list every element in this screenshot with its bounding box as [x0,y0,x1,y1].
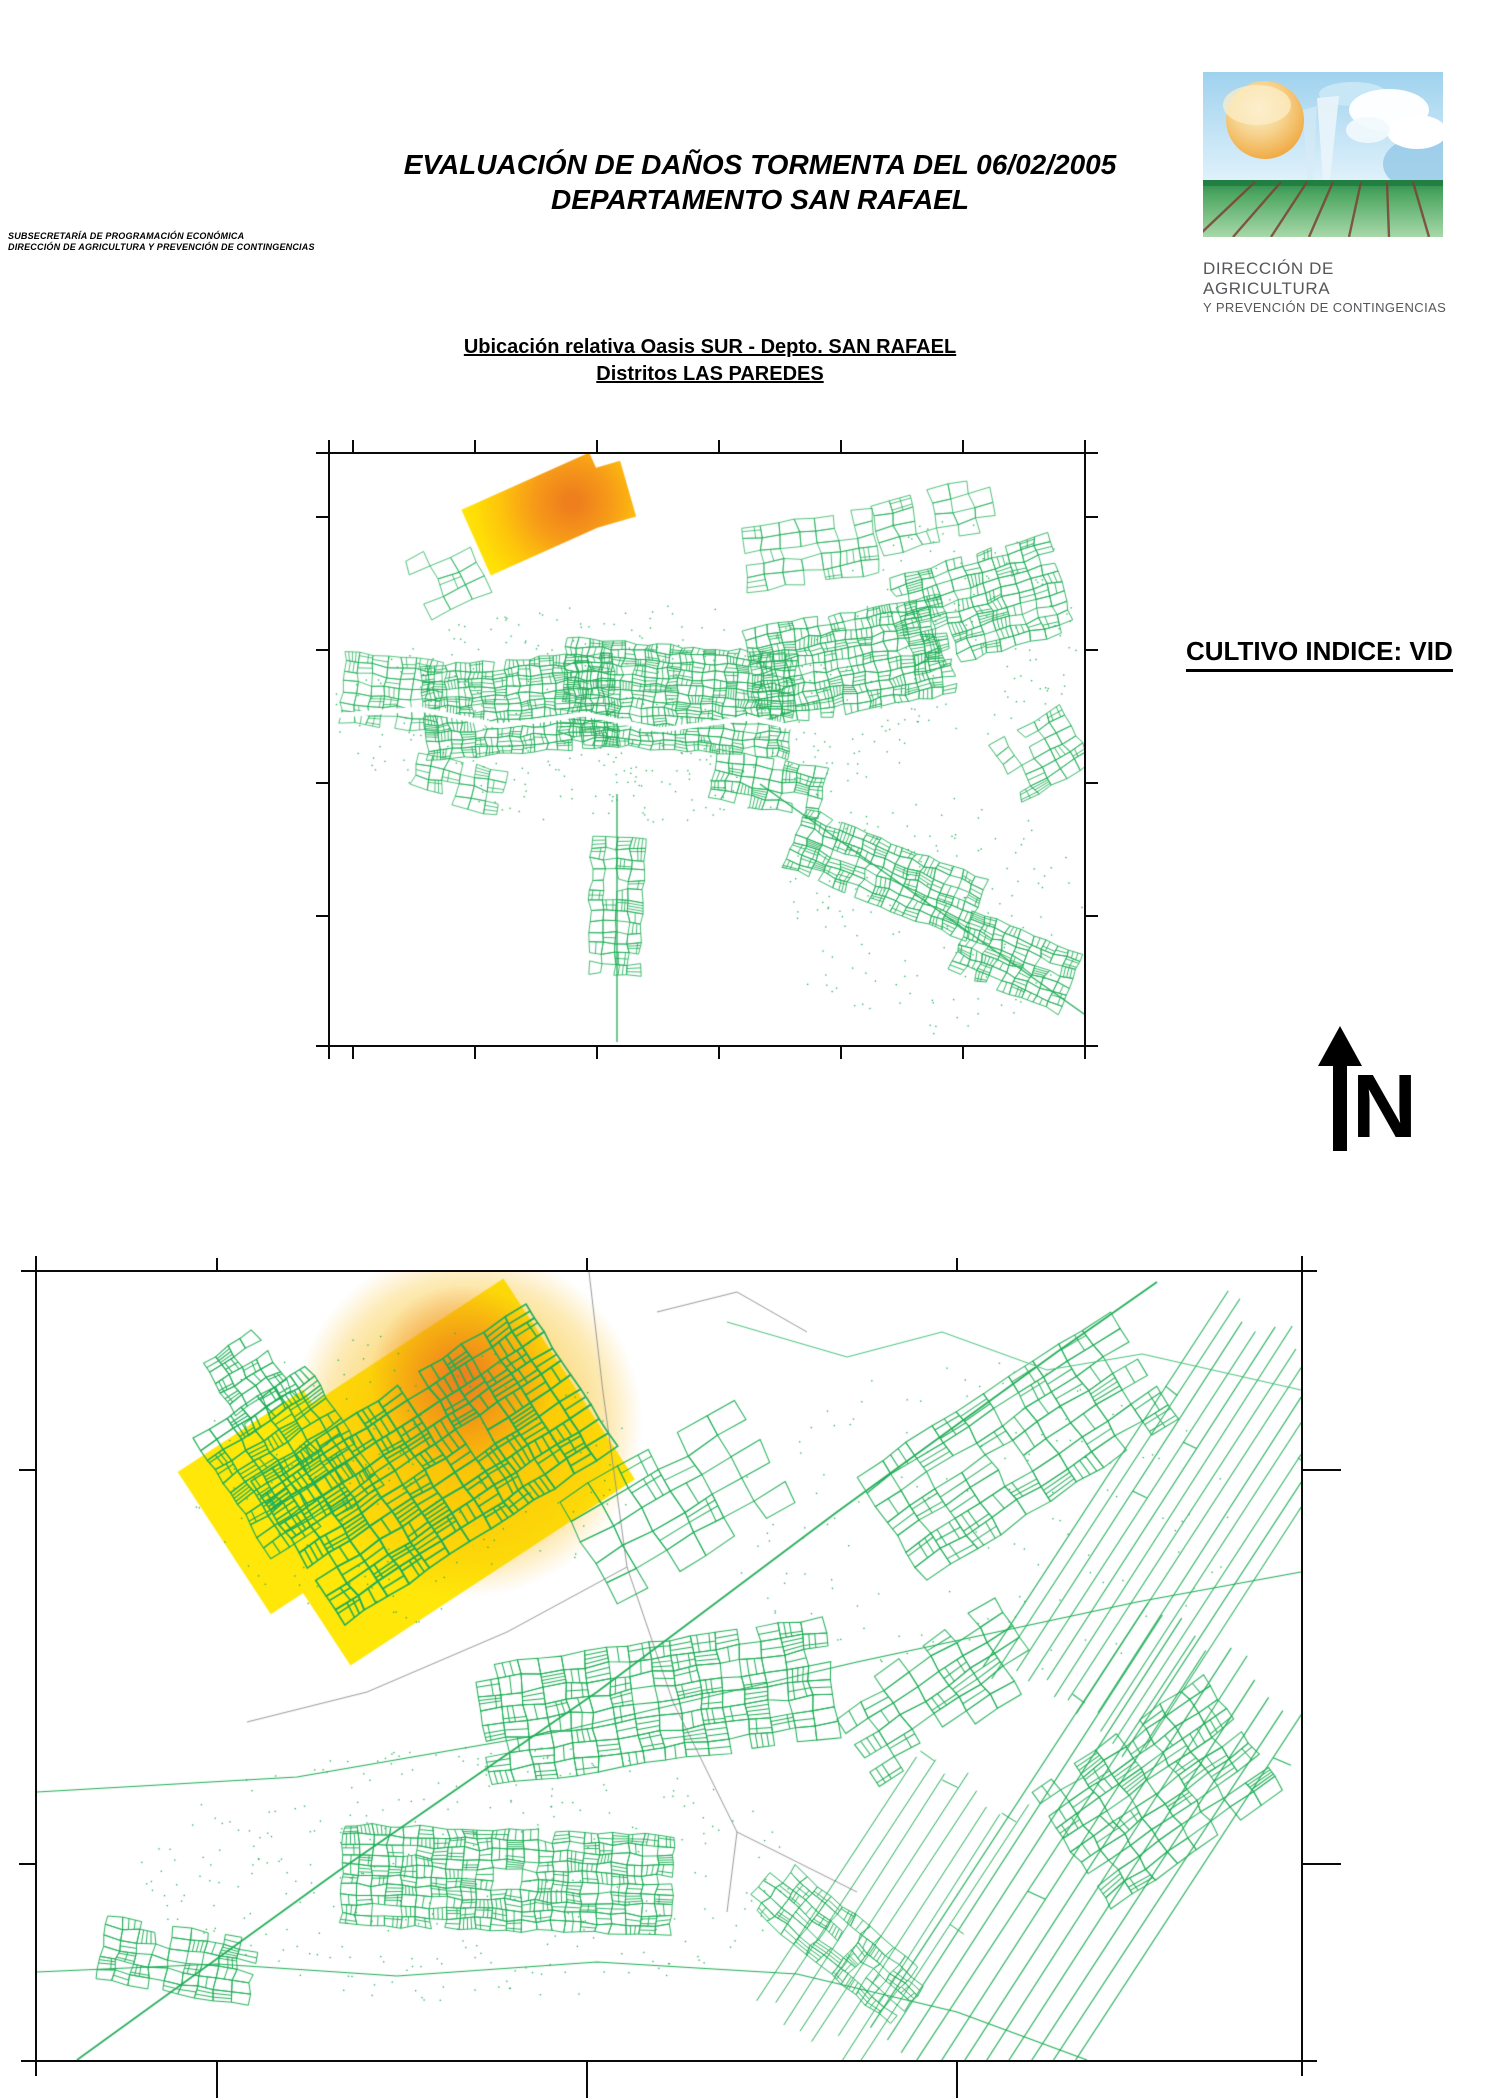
map-frame-tick [718,440,720,452]
crop-index-label: CULTIVO INDICE: VID [1186,636,1453,672]
map-frame-tick [21,1270,35,1272]
map-frame-tick [316,1045,328,1047]
map-frame-tick [316,649,328,651]
map-frame-tick [216,1258,218,1270]
north-arrow: N [1318,1026,1468,1166]
map-frame-tick [962,1045,964,1059]
agency-logo: DIRECCIÓN DE AGRICULTURA Y PREVENCIÓN DE… [1203,72,1448,315]
overview-map-frame [316,440,1098,1059]
map-frame-tick [586,1258,588,1270]
map-frame-tick [316,782,328,784]
org-header: SUBSECRETARÍA DE PROGRAMACIÓN ECONÓMICA … [8,231,315,253]
map-frame-tick [35,2062,37,2076]
detail-map-canvas [37,1272,1301,2060]
map-frame-tick [1301,1469,1341,1471]
map-frame-tick [1303,1270,1317,1272]
map-frame-tick [316,516,328,518]
detail-map-frame [19,1256,1341,2098]
map-frame-tick [1084,782,1098,784]
org-line2: DIRECCIÓN DE AGRICULTURA Y PREVENCIÓN DE… [8,242,315,252]
org-line1: SUBSECRETARÍA DE PROGRAMACIÓN ECONÓMICA [8,231,245,241]
map-frame-tick [1303,2060,1317,2062]
page-title: EVALUACIÓN DE DAÑOS TORMENTA DEL 06/02/2… [300,147,1220,217]
map-frame-tick [1084,1047,1086,1059]
north-label: N [1352,1057,1417,1157]
map-frame-tick [1301,2062,1303,2076]
map-frame-tick [840,1045,842,1059]
map-frame-tick [718,1045,720,1059]
subtitle-line2: Distritos LAS PAREDES [596,363,824,385]
map-frame-tick [962,440,964,452]
map-frame-tick [586,2060,588,2098]
map-frame-tick [1084,516,1098,518]
map-frame-tick [316,915,328,917]
map-frame-tick [35,1256,37,1270]
title-line2: DEPARTAMENTO SAN RAFAEL [551,184,969,215]
map-frame-tick [21,2060,35,2062]
map-frame-tick [352,440,354,452]
title-line1: EVALUACIÓN DE DAÑOS TORMENTA DEL 06/02/2… [403,149,1117,180]
map-frame-tick [1084,440,1086,452]
subtitle-line1: Ubicación relativa Oasis SUR - Depto. SA… [463,336,957,358]
map-frame-tick [1301,1256,1303,1270]
map-frame-tick [474,1045,476,1059]
overview-map-subtitle: Ubicación relativa Oasis SUR - Depto. SA… [420,334,1000,388]
map-frame-tick [352,1045,354,1059]
map-frame-tick [328,1047,330,1059]
map-frame-tick [1084,915,1098,917]
map-frame-tick [19,1469,35,1471]
map-frame-tick [328,440,330,452]
logo-caption-line2: Y PREVENCIÓN DE CONTINGENCIAS [1203,300,1447,315]
map-frame-tick [840,440,842,452]
map-frame-tick [1086,452,1098,454]
logo-caption-line1: DIRECCIÓN DE AGRICULTURA [1203,259,1334,298]
map-frame-tick [956,2060,958,2098]
map-frame-tick [1084,649,1098,651]
map-frame-tick [474,440,476,452]
agency-logo-image [1203,72,1443,237]
map-frame-tick [1086,1045,1098,1047]
north-arrow-icon [1318,1026,1362,1151]
overview-map-canvas [330,454,1084,1045]
map-frame-tick [216,2060,218,2098]
map-frame-tick [956,1258,958,1270]
map-frame-tick [596,440,598,452]
map-frame-tick [596,1045,598,1059]
map-frame-tick [316,452,328,454]
map-frame-tick [19,1863,35,1865]
map-frame-tick [1301,1863,1341,1865]
